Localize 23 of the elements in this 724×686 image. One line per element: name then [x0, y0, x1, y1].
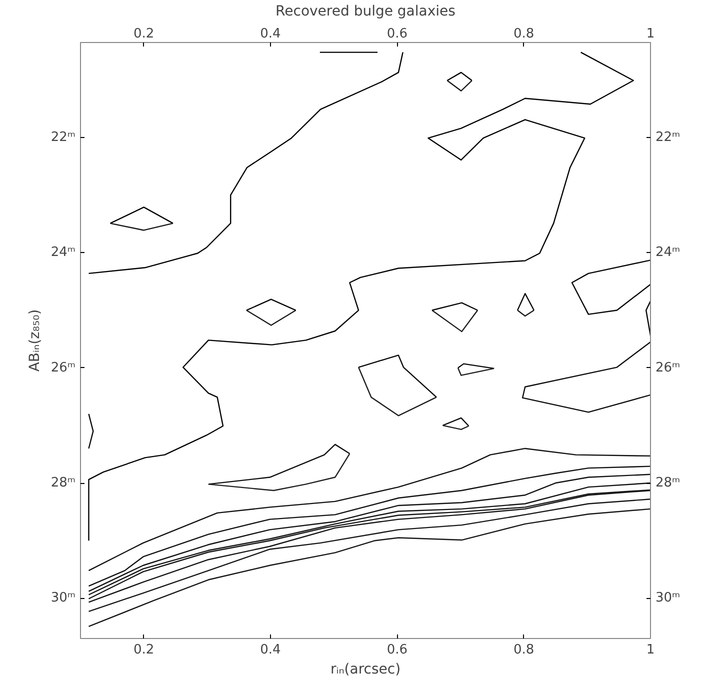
y-tick-label: 26ᵐ — [50, 360, 76, 376]
x2-tick-label: 0.4 — [260, 642, 281, 658]
x-tick-label: 0.4 — [260, 26, 281, 42]
y-axis-title: ABᵢₙ(z₈₅₀) — [26, 309, 43, 372]
x-tick-label: 0.8 — [513, 26, 534, 42]
y-tick-label: 22ᵐ — [50, 130, 76, 146]
y2-tick-label: 28ᵐ — [656, 476, 680, 491]
y2-tick-label: 26ᵐ — [656, 360, 680, 376]
x-tick-label: 0.6 — [386, 26, 408, 42]
x2-tick-label: 1 — [646, 642, 655, 658]
x-tick-label: 1 — [646, 26, 655, 42]
y-tick-label: 30ᵐ — [50, 590, 76, 606]
y2-tick-label: 22ᵐ — [656, 130, 680, 146]
x2-tick-label: 0.2 — [133, 642, 154, 658]
y-tick-label: 24ᵐ — [50, 245, 76, 260]
y2-tick-label: 24ᵐ — [656, 245, 680, 260]
y2-tick-label: 30ᵐ — [656, 590, 680, 606]
x2-tick-label: 0.8 — [513, 642, 534, 658]
x2-tick-label: 0.6 — [386, 642, 408, 658]
y-tick-label: 28ᵐ — [50, 476, 76, 491]
x-axis-title: rᵢₙ(arcsec) — [330, 662, 401, 678]
x2-axis-title: Recovered bulge galaxies — [276, 4, 456, 20]
x-tick-label: 0.2 — [133, 26, 154, 42]
